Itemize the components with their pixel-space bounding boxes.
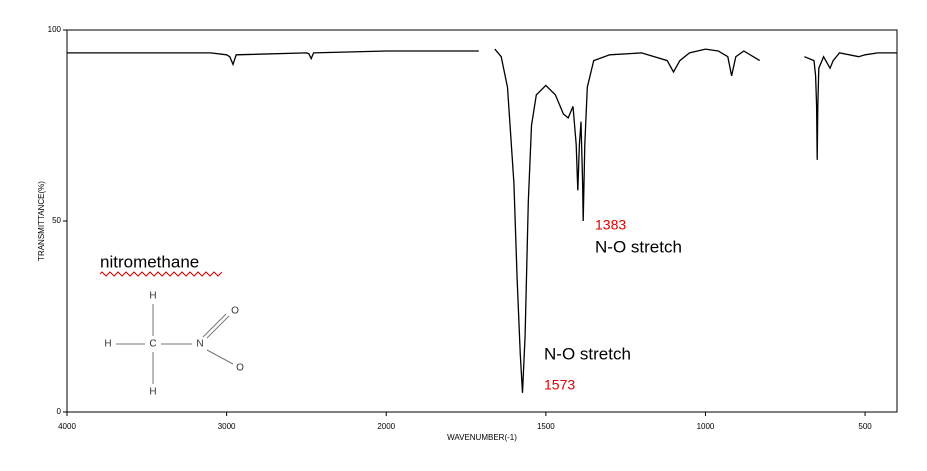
atom-label: N [196,339,203,350]
x-tick-label: 1000 [697,422,715,431]
x-tick-label: 2000 [377,422,395,431]
x-tick-label: 1500 [537,422,555,431]
annotation: N-O stretch [544,344,631,363]
atom-label: C [149,339,156,350]
x-axis-label: WAVENUMBER(-1) [447,433,517,442]
y-axis-label: TRANSMITTANCE(%) [37,181,46,261]
spell-underline [99,271,223,277]
bond [202,313,227,338]
plot-frame [66,29,898,413]
bond [206,349,234,365]
x-tick-label: 500 [858,422,872,431]
bond [206,315,230,339]
y-tick-label: 100 [48,25,62,34]
spectrum-line [67,48,897,393]
annotation: N-O stretch [595,237,682,256]
x-tick-label: 3000 [218,422,236,431]
x-tick-label: 4000 [58,422,76,431]
annotation: 1573 [544,377,575,393]
y-tick-label: 50 [52,216,61,225]
atom-label: H [104,339,111,350]
atom-label: H [149,387,156,398]
atom-label: O [236,363,244,374]
atom-label: O [231,306,239,317]
atom-label: H [149,291,156,302]
molecule-name: nitromethane [100,252,199,271]
y-tick-label: 0 [57,407,62,416]
annotation: 1383 [595,217,626,233]
